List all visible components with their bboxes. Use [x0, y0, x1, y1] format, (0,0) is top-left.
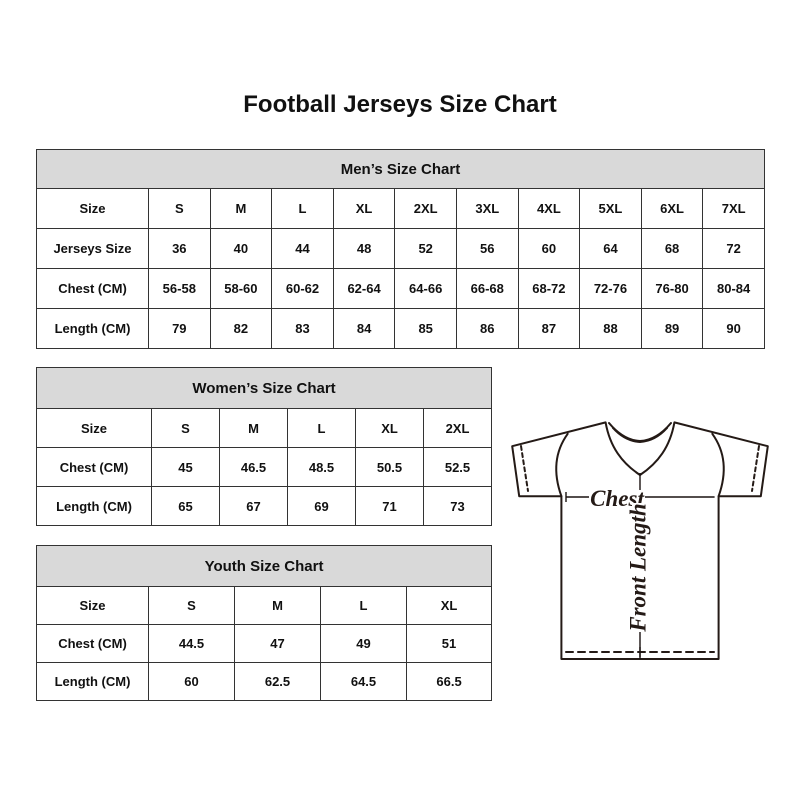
svg-text:Front Length: Front Length — [626, 503, 651, 632]
